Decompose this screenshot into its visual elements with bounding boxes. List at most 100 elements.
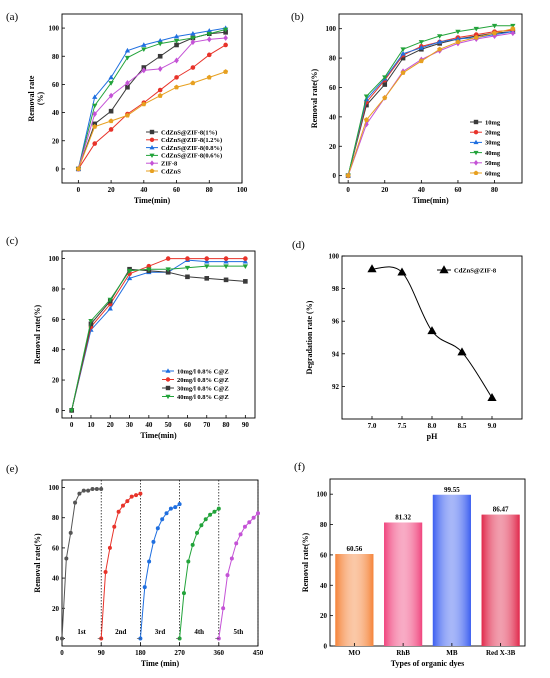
x-tick-label: 9.0 (488, 422, 497, 430)
y-tick-label: 0 (324, 643, 328, 651)
y-tick-label: 100 (49, 484, 60, 492)
data-point (157, 93, 163, 98)
series-60mg (345, 26, 516, 178)
series-cdzns-zif-8-1-2- (76, 42, 228, 172)
y-tick-label: 40 (52, 346, 60, 354)
x-tick-label: 90 (242, 421, 250, 429)
data-point (146, 267, 152, 272)
data-point (457, 347, 467, 356)
cycle-label: 3rd (155, 628, 166, 636)
data-point (90, 487, 95, 492)
y-tick-label: 0 (56, 165, 60, 173)
data-point (174, 42, 179, 48)
series-line (139, 503, 180, 639)
y-tick-label: 94 (332, 350, 340, 358)
bar-shine (432, 494, 471, 646)
data-point (68, 530, 73, 535)
y-tick-label: 80 (52, 53, 60, 61)
data-point (367, 264, 377, 273)
x-tick-label: 20 (107, 421, 115, 429)
legend-label: 60mg (485, 170, 501, 177)
x-tick-label: MB (446, 649, 458, 657)
y-tick-label: 60 (52, 81, 60, 89)
plot-frame (61, 250, 256, 419)
x-tick-label: 8.0 (428, 422, 437, 430)
data-point (165, 267, 171, 272)
y-axis-label: Removal rate(%) (33, 533, 42, 593)
y-tick-label: 60 (52, 544, 60, 552)
data-point (223, 30, 228, 35)
data-point (107, 305, 113, 311)
y-axis-label: Removal rate(%) (301, 533, 310, 593)
x-tick-label: 100 (237, 186, 248, 194)
data-point (129, 494, 134, 499)
plot-frame (61, 13, 243, 184)
x-tick-label: 8.5 (458, 422, 467, 430)
data-point (190, 39, 196, 46)
data-point (94, 487, 99, 492)
data-point (157, 87, 163, 93)
cycle-label: 1st (77, 628, 86, 636)
data-point (173, 33, 180, 39)
data-point (184, 265, 191, 271)
data-point (64, 556, 69, 561)
data-point (165, 269, 171, 275)
data-point (216, 506, 221, 511)
data-point (125, 80, 130, 86)
series-4th (177, 506, 221, 641)
data-point (223, 34, 228, 41)
data-point (195, 530, 200, 535)
data-point (168, 506, 173, 511)
data-point (108, 92, 114, 99)
y-tick-label: 100 (49, 255, 60, 263)
legend-label: 50mg (485, 160, 501, 167)
x-tick-label: 40 (418, 186, 426, 194)
data-point (400, 50, 406, 56)
data-point (208, 512, 213, 517)
data-point (221, 606, 226, 611)
series-line (61, 488, 102, 639)
data-point (116, 509, 121, 514)
data-point (204, 276, 210, 281)
data-point (455, 36, 461, 41)
y-tick-label: 20 (329, 143, 337, 151)
data-point (206, 28, 212, 33)
data-point (174, 57, 179, 64)
bar-value-label: 81.32 (395, 514, 411, 522)
legend-label: 30mg/l 0.8% C@Z (177, 385, 229, 392)
data-point (242, 524, 247, 529)
legend-marker (149, 160, 155, 167)
data-point (134, 493, 139, 498)
series-line (218, 512, 259, 639)
data-point (242, 264, 248, 269)
y-axis-label: Removal rate(%) (310, 69, 319, 129)
series-line (77, 27, 226, 170)
data-point (124, 112, 130, 118)
data-point (203, 517, 208, 522)
x-tick-label: 0 (70, 421, 74, 429)
y-tick-label: 80 (52, 514, 60, 522)
x-tick-label: 360 (214, 649, 225, 657)
legend-label: ZIF-8 (161, 161, 178, 168)
x-tick-label: 80 (491, 186, 499, 194)
data-point (138, 491, 143, 496)
plot-frame (329, 478, 526, 647)
data-point (157, 41, 163, 47)
data-point (190, 65, 196, 70)
series-line (179, 508, 220, 639)
data-point (199, 523, 204, 528)
x-tick-label: 10 (87, 421, 95, 429)
legend-label: CdZnS@ZIF-8 (454, 268, 497, 275)
bar-value-label: 86.47 (493, 506, 509, 514)
legend-label: CdZnS@ZIF-8(1%) (161, 129, 217, 136)
series-line (347, 28, 513, 176)
legend-marker (473, 159, 479, 166)
data-point (147, 559, 152, 564)
data-point (243, 279, 248, 284)
data-point (86, 488, 91, 493)
y-tick-label: 0 (56, 635, 60, 643)
legend-marker (149, 137, 155, 142)
x-tick-label: 80 (223, 421, 231, 429)
data-point (124, 55, 131, 61)
